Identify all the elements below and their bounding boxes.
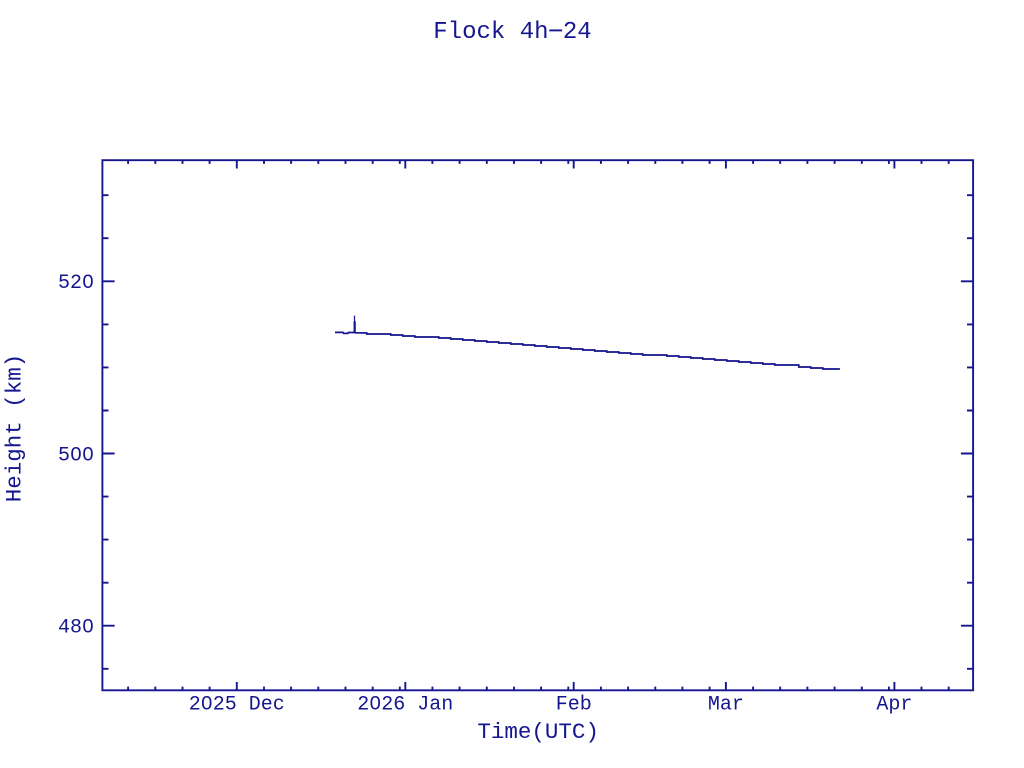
svg-text:Time(UTC): Time(UTC) bbox=[477, 719, 599, 745]
svg-text:480: 480 bbox=[58, 617, 94, 640]
svg-text:520: 520 bbox=[58, 272, 94, 295]
svg-text:Apr: Apr bbox=[876, 693, 912, 716]
svg-text:Mar: Mar bbox=[708, 693, 744, 716]
svg-text:Height (km): Height (km) bbox=[2, 354, 28, 503]
svg-text:2025 Dec: 2025 Dec bbox=[189, 693, 285, 716]
svg-text:2026 Jan: 2026 Jan bbox=[357, 693, 453, 716]
svg-text:Feb: Feb bbox=[556, 693, 592, 716]
svg-text:Flock 4h 24: Flock 4h 24 bbox=[433, 19, 591, 46]
